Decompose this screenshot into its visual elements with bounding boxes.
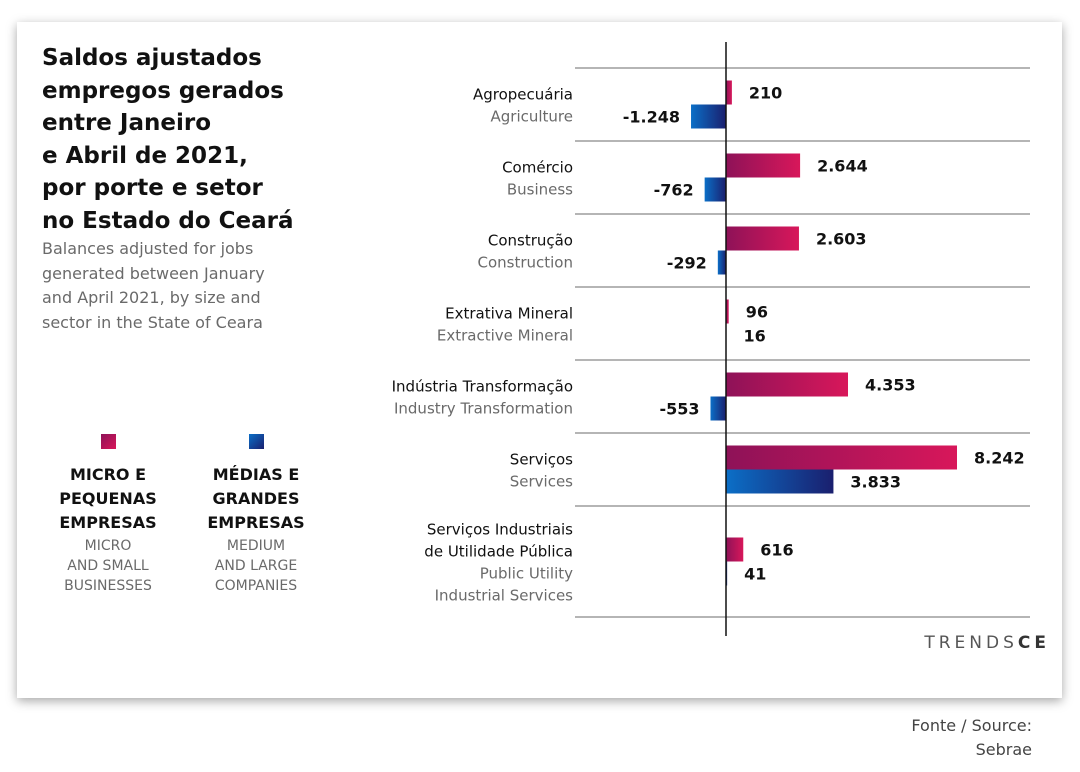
value-label-medium-6: 41: [744, 565, 766, 584]
bar-micro-2: [726, 226, 799, 251]
legend-item-micro: MICRO E PEQUENAS EMPRESAS MICRO AND SMAL…: [33, 434, 183, 596]
legend-label-medium-en: MEDIUM AND LARGE COMPANIES: [214, 538, 298, 594]
chart-subtitle: Balances adjusted for jobs generated bet…: [42, 239, 265, 332]
bar-micro-1: [726, 153, 801, 178]
legend-label-micro-en: MICRO AND SMALL BUSINESSES: [64, 538, 152, 594]
value-label-medium-5: 3.833: [850, 473, 901, 492]
category-label-6-1: de Utilidade Pública: [424, 543, 573, 561]
bar-medium-1: [704, 177, 726, 202]
bar-medium-5: [726, 469, 834, 494]
bar-medium-2: [717, 250, 726, 275]
category-label-6-3: Industrial Services: [435, 587, 574, 605]
legend-swatch-micro: [100, 434, 116, 449]
value-label-micro-5: 8.242: [974, 449, 1025, 468]
category-label-3-0: Extrativa Mineral: [445, 305, 573, 323]
category-label-1-1: Business: [507, 181, 573, 199]
category-label-5-1: Services: [510, 473, 573, 491]
value-label-micro-3: 96: [746, 303, 768, 322]
category-label-4-1: Industry Transformation: [394, 400, 573, 418]
value-label-micro-4: 4.353: [865, 376, 916, 395]
trendsce-logo: TRENDSCE: [924, 633, 1050, 653]
bar-micro-0: [726, 80, 732, 105]
category-label-0-1: Agriculture: [491, 108, 574, 126]
category-label-6-0: Serviços Industriais: [427, 521, 573, 539]
logo-main-text: TRENDS: [924, 633, 1018, 653]
source-note: Fonte / Source: Sebrae: [911, 716, 1032, 759]
value-label-medium-2: -292: [667, 254, 707, 273]
value-label-micro-6: 616: [760, 541, 793, 560]
value-label-micro-1: 2.644: [817, 157, 868, 176]
bar-micro-3: [726, 299, 729, 324]
legend-label-micro-pt: MICRO E PEQUENAS EMPRESAS: [59, 465, 157, 532]
category-label-2-1: Construction: [477, 254, 573, 272]
value-label-medium-1: -762: [654, 181, 694, 200]
value-label-micro-2: 2.603: [816, 230, 867, 249]
chart-title: Saldos ajustados empregos gerados entre …: [42, 45, 294, 234]
bar-micro-4: [726, 372, 849, 397]
legend-label-medium-pt: MÉDIAS E GRANDES EMPRESAS: [207, 465, 305, 532]
bar-medium-0: [691, 104, 726, 129]
value-label-medium-4: -553: [659, 400, 699, 419]
value-label-medium-0: -1.248: [623, 108, 680, 127]
category-label-3-1: Extractive Mineral: [437, 327, 573, 345]
legend-item-medium: MÉDIAS E GRANDES EMPRESAS MEDIUM AND LAR…: [181, 434, 331, 596]
category-label-0-0: Agropecuária: [473, 86, 573, 104]
category-label-2-0: Construção: [488, 232, 573, 250]
legend-swatch-medium: [248, 434, 264, 449]
category-label-1-0: Comércio: [502, 159, 573, 177]
bar-micro-5: [726, 445, 957, 470]
category-label-4-0: Indústria Transformação: [392, 378, 573, 396]
bar-micro-6: [726, 537, 744, 562]
bar-medium-4: [710, 396, 726, 421]
category-label-6-2: Public Utility: [480, 565, 573, 583]
value-label-micro-0: 210: [749, 84, 782, 103]
value-label-medium-3: 16: [743, 327, 765, 346]
logo-accent-text: CE: [1017, 633, 1050, 653]
category-label-5-0: Serviços: [510, 451, 573, 469]
